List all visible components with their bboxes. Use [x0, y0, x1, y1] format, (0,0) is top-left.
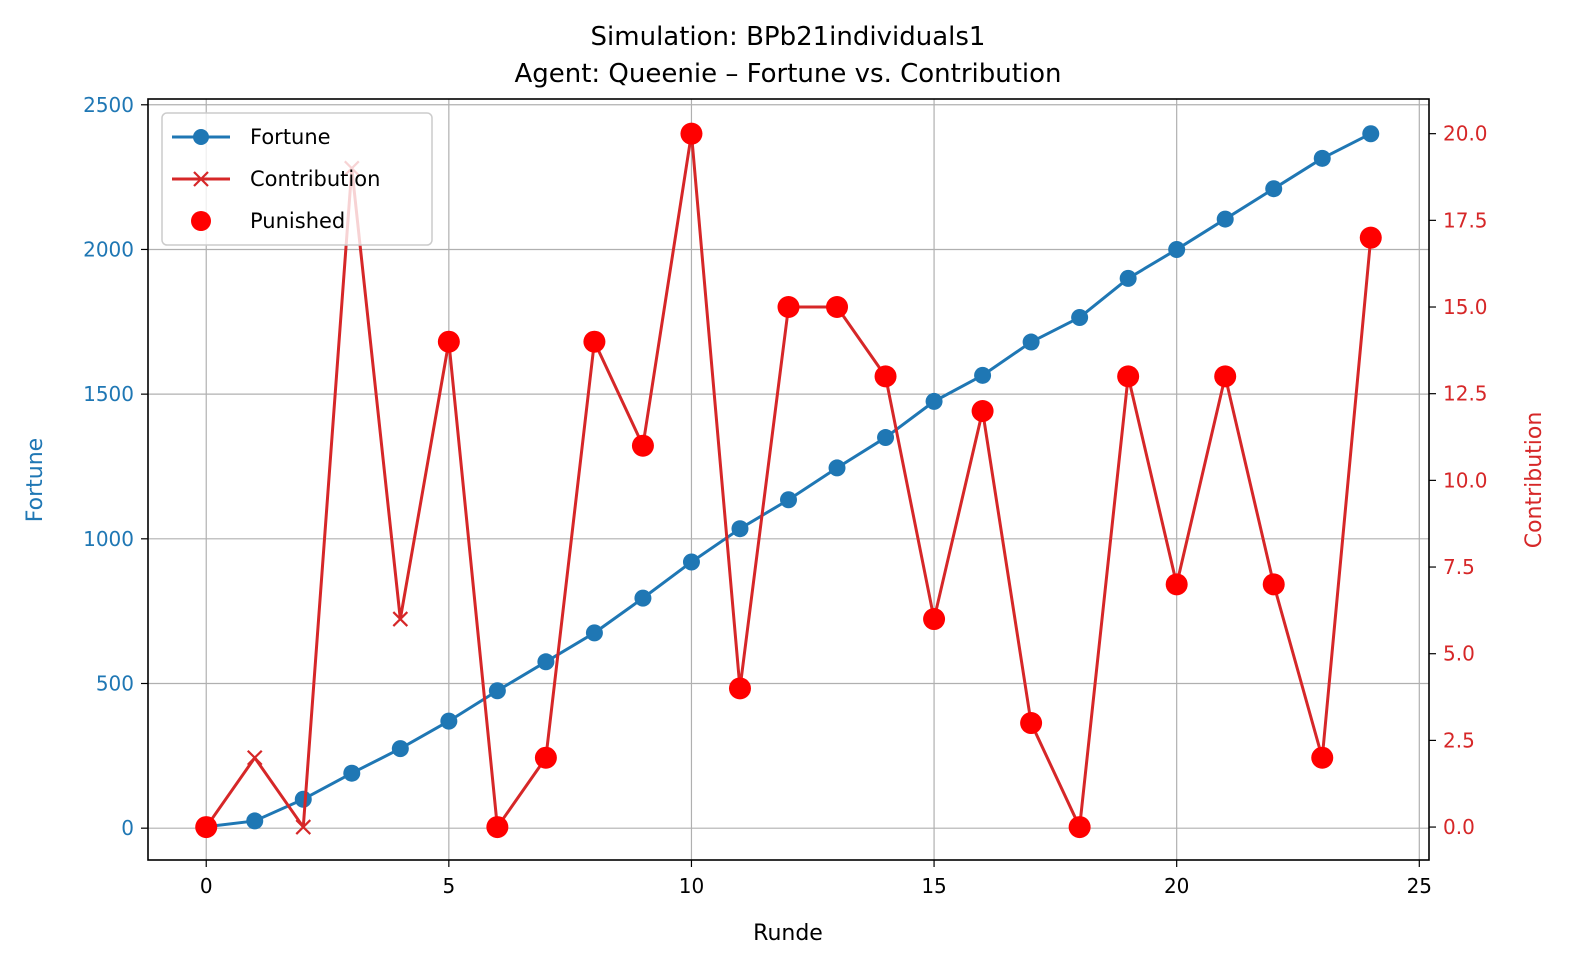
x-tick-label: 10: [679, 874, 704, 898]
left-axis-label: Fortune: [23, 438, 48, 522]
left-tick-label: 2000: [83, 237, 134, 261]
chart-subtitle: Agent: Queenie – Fortune vs. Contributio…: [514, 59, 1061, 89]
contribution-point: [295, 819, 312, 835]
legend-contribution-label: Contribution: [250, 167, 380, 191]
x-tick-label: 25: [1407, 874, 1432, 898]
punished-point: [583, 330, 606, 353]
fortune-point: [682, 553, 700, 571]
fortune-point: [731, 520, 749, 538]
x-tick-label: 15: [921, 874, 946, 898]
legend-punished-label: Punished: [250, 209, 345, 233]
fortune-point: [1168, 240, 1186, 258]
punished-point: [1068, 816, 1091, 839]
fortune-point: [1022, 333, 1040, 351]
left-tick-label: 500: [96, 671, 134, 695]
punished-point: [728, 677, 751, 700]
legend: Fortune Contribution Punished: [161, 112, 433, 246]
x-axis-label: Runde: [753, 921, 823, 946]
fortune-point: [391, 740, 409, 758]
x-axis-ticks: 0 5 10 15 20 25: [200, 860, 1432, 898]
punished-point: [826, 296, 849, 319]
punished-point: [1262, 573, 1285, 596]
chart-title: Simulation: BPb21individuals1: [591, 22, 986, 52]
fortune-point: [925, 392, 943, 410]
right-tick-label: 17.5: [1443, 208, 1488, 232]
plot-frame: [147, 98, 1430, 861]
fortune-point: [877, 429, 895, 447]
fortune-point: [585, 624, 603, 642]
contribution-point: [246, 749, 263, 766]
legend-fortune-marker: [193, 129, 209, 145]
right-tick-label: 20.0: [1443, 122, 1488, 146]
fortune-point: [537, 653, 555, 671]
left-tick-label: 1500: [83, 382, 134, 406]
punished-point: [437, 330, 460, 353]
fortune-point: [828, 459, 846, 477]
punished-point: [874, 365, 897, 388]
punished-point: [1165, 573, 1188, 596]
punished-point: [486, 816, 509, 839]
left-tick-label: 1000: [83, 527, 134, 551]
fortune-point: [1119, 269, 1137, 287]
x-tick-label: 0: [200, 874, 213, 898]
punished-point: [777, 296, 800, 319]
right-tick-label: 12.5: [1443, 382, 1488, 406]
fortune-point: [1265, 180, 1283, 198]
fortune-point: [246, 812, 264, 830]
left-tick-label: 0: [121, 816, 134, 840]
fortune-point: [440, 712, 458, 730]
legend-contribution-marker: [193, 171, 209, 187]
punished-point: [1359, 226, 1382, 249]
fortune-point: [1216, 210, 1234, 228]
contribution-point: [392, 611, 409, 627]
right-axis-label: Contribution: [1522, 412, 1547, 549]
legend-fortune-label: Fortune: [250, 125, 331, 149]
legend-box: [161, 112, 433, 246]
fortune-point: [294, 790, 312, 808]
punished-point: [1117, 365, 1140, 388]
right-tick-label: 15.0: [1443, 295, 1488, 319]
left-tick-label: 2500: [83, 93, 134, 117]
fortune-point: [780, 491, 797, 509]
fortune-point: [488, 682, 506, 700]
right-tick-label: 10.0: [1443, 468, 1488, 492]
fortune-point: [343, 764, 361, 782]
punished-point: [534, 746, 557, 769]
fortune-point: [1362, 125, 1380, 143]
x-tick-label: 20: [1164, 874, 1189, 898]
punished-point: [1311, 746, 1334, 769]
right-tick-label: 5.0: [1443, 642, 1475, 666]
punished-point: [195, 816, 218, 839]
left-axis-ticks: 0 500 1000 1500 2000 2500: [83, 93, 148, 840]
right-tick-label: 0.0: [1443, 815, 1475, 839]
right-axis-ticks: 0.0 2.5 5.0 7.5 10.0 12.5 15.0 17.5 20.0: [1429, 122, 1488, 839]
punished-point: [1020, 712, 1043, 735]
punished-point: [631, 434, 654, 457]
punished-point: [680, 122, 703, 145]
fortune-point: [1071, 308, 1089, 326]
fortune-point: [634, 589, 652, 607]
fortune-point: [974, 366, 992, 384]
punished-point: [971, 400, 994, 423]
right-tick-label: 7.5: [1443, 555, 1475, 579]
x-tick-label: 5: [442, 874, 455, 898]
series-layer: [195, 122, 1382, 839]
right-tick-label: 2.5: [1443, 728, 1475, 752]
fortune-point: [1313, 149, 1331, 167]
punished-point: [1214, 365, 1237, 388]
punished-point: [923, 608, 946, 631]
legend-punished-marker: [191, 211, 211, 231]
